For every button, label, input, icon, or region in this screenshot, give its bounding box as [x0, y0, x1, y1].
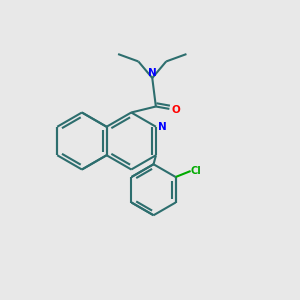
Text: O: O: [172, 105, 180, 115]
Text: Cl: Cl: [191, 166, 201, 176]
Text: N: N: [148, 68, 157, 79]
Text: N: N: [158, 122, 167, 132]
